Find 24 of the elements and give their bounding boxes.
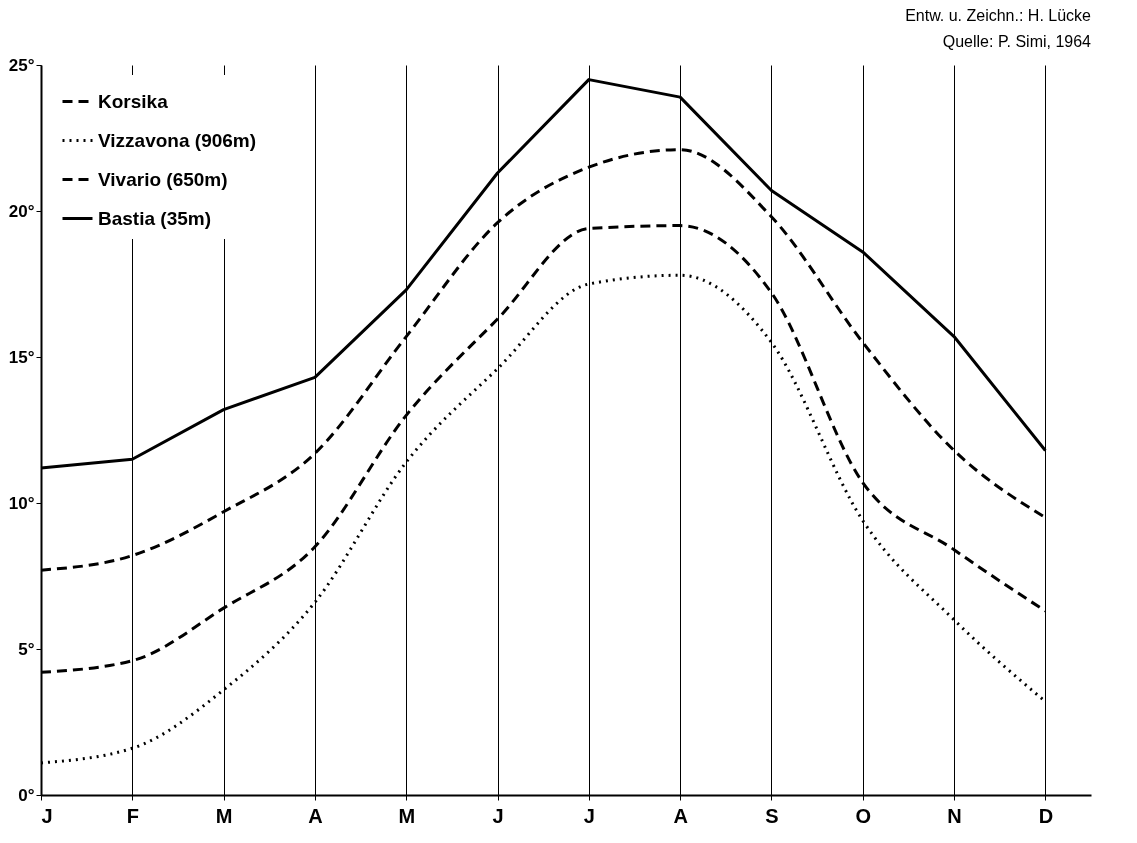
legend-label: Korsika [98,90,169,112]
legend-label: Vizzavona (906m) [98,129,257,151]
x-tick-label: M [215,804,233,827]
x-tick-label: J [492,804,504,827]
y-tick-label: 5° [18,639,35,659]
y-tick-label: 10° [8,493,35,513]
text: Entw. u. Zeichn.: H. Lücke [905,7,1092,24]
y-tick-label: 20° [8,201,35,221]
x-tick-label: S [765,804,779,827]
y-tick-label: 15° [8,347,35,367]
x-tick-label: D [1038,804,1054,827]
x-tick-label: J [583,804,595,827]
x-tick-label: O [855,804,872,827]
legend-label: Vivario (650m) [98,168,228,190]
legend-label: Bastia (35m) [98,207,211,229]
x-tick-label: N [947,804,962,827]
source-note: Quelle: P. Simi, 1964 [942,33,1092,50]
x-tick-label: A [673,804,688,827]
y-tick-label: 25° [8,55,35,75]
x-tick-label: A [308,804,323,827]
x-tick-label: F [126,804,139,827]
x-tick-label: M [398,804,416,827]
x-tick-label: J [41,804,53,827]
y-tick-label: 0° [18,785,35,805]
